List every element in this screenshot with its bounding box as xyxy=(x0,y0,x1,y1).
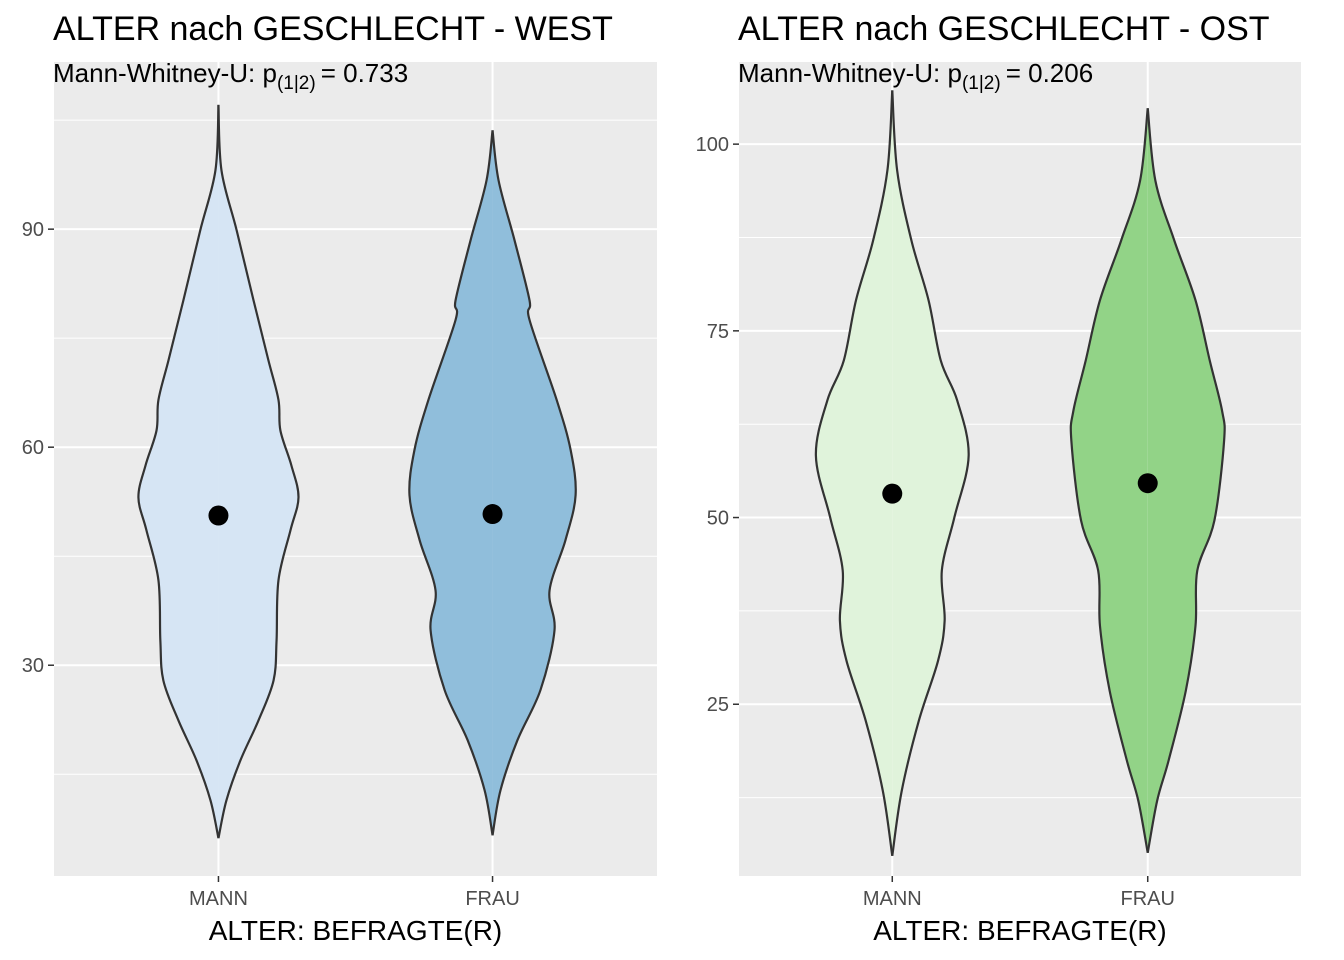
violin-half xyxy=(814,90,894,856)
mean-point xyxy=(482,504,503,525)
subtitle-rest: = 0.206 xyxy=(1006,58,1093,88)
violin-half xyxy=(137,104,220,839)
mean-point xyxy=(882,483,903,504)
violin-half xyxy=(891,90,970,856)
subtitle-text: Mann-Whitney-U: p xyxy=(53,58,277,88)
x-tick-label: FRAU xyxy=(465,888,519,910)
subtitle-rest: = 0.733 xyxy=(321,58,408,88)
x-tick-label: MANN xyxy=(189,888,248,910)
subtitle-subscript: (1|2) xyxy=(962,73,1001,94)
chart-title: ALTER nach GESCHLECHT - OST xyxy=(738,10,1270,48)
subtitle-text: Mann-Whitney-U: p xyxy=(738,58,962,88)
x-tick-label: FRAU xyxy=(1121,888,1175,910)
violin-half xyxy=(491,130,577,836)
x-tick-label: MANN xyxy=(863,888,922,910)
subtitle: Mann-Whitney-U: p(1|2) = 0.206 xyxy=(738,58,1093,94)
y-tick-label: 75 xyxy=(707,321,729,343)
subtitle-subscript: (1|2) xyxy=(277,73,316,94)
violin-half xyxy=(217,104,300,839)
y-tick-label: 50 xyxy=(707,508,729,530)
mean-point xyxy=(208,505,229,526)
violin-half xyxy=(408,130,494,836)
x-axis-title: ALTER: BEFRAGTE(R) xyxy=(873,915,1167,946)
subtitle: Mann-Whitney-U: p(1|2) = 0.733 xyxy=(53,58,408,94)
y-tick-label: 25 xyxy=(707,694,729,716)
violin-half xyxy=(1146,108,1226,854)
y-tick-label: 30 xyxy=(22,655,44,677)
chart-title: ALTER nach GESCHLECHT - WEST xyxy=(53,10,613,48)
mean-point xyxy=(1137,473,1158,494)
x-axis-title: ALTER: BEFRAGTE(R) xyxy=(209,915,503,946)
y-tick-label: 100 xyxy=(696,134,729,156)
y-tick-label: 90 xyxy=(22,219,44,241)
violin-half xyxy=(1069,108,1149,854)
y-tick-label: 60 xyxy=(22,437,44,459)
